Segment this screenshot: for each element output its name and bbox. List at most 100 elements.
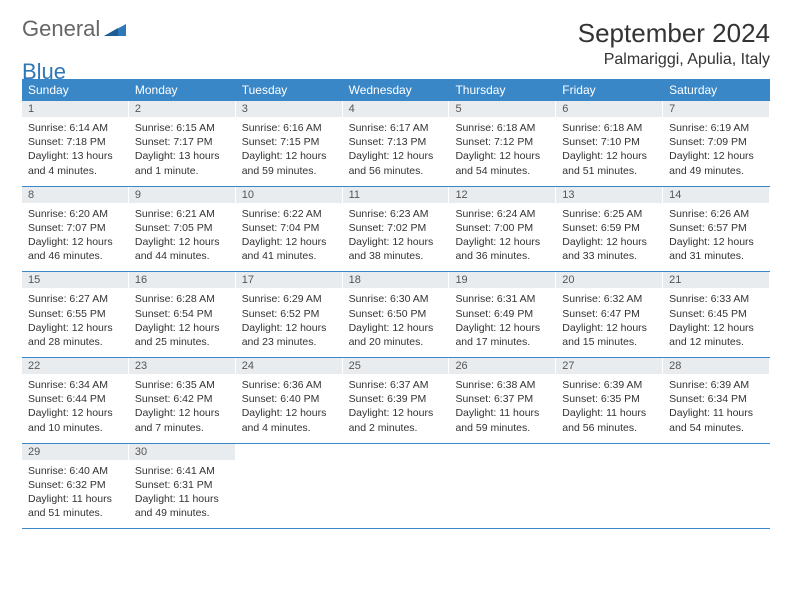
dow-thursday: Thursday — [449, 79, 556, 101]
day-number: 6 — [556, 101, 662, 117]
day-cell: 2Sunrise: 6:15 AMSunset: 7:17 PMDaylight… — [129, 101, 236, 186]
day-number: 15 — [22, 272, 128, 288]
day-body: Sunrise: 6:24 AMSunset: 7:00 PMDaylight:… — [455, 207, 549, 264]
day-body: Sunrise: 6:41 AMSunset: 6:31 PMDaylight:… — [135, 464, 229, 521]
day-cell: 3 Sunrise: 6:16 AMSunset: 7:15 PMDaylight… — [236, 101, 343, 186]
day-body: Sunrise: 6:29 AMSunset: 6:52 PMDaylight:… — [242, 292, 336, 349]
day-body: Sunrise: 6:15 AMSunset: 7:17 PMDaylight:… — [135, 121, 229, 178]
week-row: 1 Sunrise: 6:14 AMSunset: 7:18 PMDaylight… — [22, 101, 770, 187]
day-number: 20 — [556, 272, 662, 288]
day-cell: 12Sunrise: 6:24 AMSunset: 7:00 PMDayligh… — [449, 187, 556, 272]
daylight-line: Daylight: 12 hours and 49 minutes. — [669, 149, 763, 177]
day-body: Sunrise: 6:17 AMSunset: 7:13 PMDaylight:… — [349, 121, 443, 178]
day-body: Sunrise: 6:25 AMSunset: 6:59 PMDaylight:… — [562, 207, 656, 264]
day-number: 5 — [449, 101, 555, 117]
day-body: Sunrise: 6:19 AMSunset: 7:09 PMDaylight:… — [669, 121, 763, 178]
day-cell — [556, 444, 663, 529]
day-number: 19 — [449, 272, 555, 288]
sunrise-line: Sunrise: 6:21 AM — [135, 207, 229, 221]
day-number: 1 — [22, 101, 128, 117]
day-number: 23 — [129, 358, 235, 374]
sunset-line: Sunset: 7:18 PM — [28, 135, 122, 149]
day-body: Sunrise: 6:28 AMSunset: 6:54 PMDaylight:… — [135, 292, 229, 349]
day-cell: 4Sunrise: 6:17 AMSunset: 7:13 PMDaylight… — [343, 101, 450, 186]
day-cell: 15 Sunrise: 6:27 AMSunset: 6:55 PMDayligh… — [22, 272, 129, 357]
daylight-line: Daylight: 11 hours and 49 minutes. — [135, 492, 229, 520]
daylight-line: Daylight: 11 hours and 56 minutes. — [562, 406, 656, 434]
sunset-line: Sunset: 6:42 PM — [135, 392, 229, 406]
daylight-line: Daylight: 12 hours and 54 minutes. — [455, 149, 549, 177]
sunrise-line: Sunrise: 6:30 AM — [349, 292, 443, 306]
sunset-line: Sunset: 7:04 PM — [242, 221, 336, 235]
sunrise-line: Sunrise: 6:35 AM — [135, 378, 229, 392]
day-cell — [343, 444, 450, 529]
day-number: 3 — [236, 101, 342, 117]
sunset-line: Sunset: 6:31 PM — [135, 478, 229, 492]
sunset-line: Sunset: 7:02 PM — [349, 221, 443, 235]
location-text: Palmariggi, Apulia, Italy — [578, 51, 770, 69]
day-body: Sunrise: 6:16 AMSunset: 7:15 PMDaylight:… — [242, 121, 336, 178]
header-bar: General September 2024 Palmariggi, Apuli… — [22, 18, 770, 69]
sunset-line: Sunset: 7:07 PM — [28, 221, 122, 235]
day-number: 13 — [556, 187, 662, 203]
day-body: Sunrise: 6:39 AMSunset: 6:34 PMDaylight:… — [669, 378, 763, 435]
sunrise-line: Sunrise: 6:17 AM — [349, 121, 443, 135]
daylight-line: Daylight: 12 hours and 33 minutes. — [562, 235, 656, 263]
day-body: Sunrise: 6:26 AMSunset: 6:57 PMDaylight:… — [669, 207, 763, 264]
day-number: 18 — [343, 272, 449, 288]
day-cell: 30Sunrise: 6:41 AMSunset: 6:31 PMDayligh… — [129, 444, 236, 529]
day-body: Sunrise: 6:32 AMSunset: 6:47 PMDaylight:… — [562, 292, 656, 349]
daylight-line: Daylight: 12 hours and 31 minutes. — [669, 235, 763, 263]
day-number: 11 — [343, 187, 449, 203]
sunrise-line: Sunrise: 6:25 AM — [562, 207, 656, 221]
day-body: Sunrise: 6:18 AMSunset: 7:12 PMDaylight:… — [455, 121, 549, 178]
day-number: 9 — [129, 187, 235, 203]
day-number: 21 — [663, 272, 769, 288]
sunset-line: Sunset: 7:13 PM — [349, 135, 443, 149]
sunrise-line: Sunrise: 6:26 AM — [669, 207, 763, 221]
day-cell: 29Sunrise: 6:40 AMSunset: 6:32 PMDayligh… — [22, 444, 129, 529]
day-cell — [236, 444, 343, 529]
daylight-line: Daylight: 12 hours and 41 minutes. — [242, 235, 336, 263]
day-body: Sunrise: 6:33 AMSunset: 6:45 PMDaylight:… — [669, 292, 763, 349]
sunset-line: Sunset: 6:45 PM — [669, 307, 763, 321]
daylight-line: Daylight: 12 hours and 7 minutes. — [135, 406, 229, 434]
day-cell: 24Sunrise: 6:36 AMSunset: 6:40 PMDayligh… — [236, 358, 343, 443]
day-number: 25 — [343, 358, 449, 374]
brand-word1: General — [22, 18, 100, 40]
day-body: Sunrise: 6:31 AMSunset: 6:49 PMDaylight:… — [455, 292, 549, 349]
sunset-line: Sunset: 6:54 PM — [135, 307, 229, 321]
daylight-line: Daylight: 12 hours and 12 minutes. — [669, 321, 763, 349]
sunrise-line: Sunrise: 6:34 AM — [28, 378, 122, 392]
sunset-line: Sunset: 6:57 PM — [669, 221, 763, 235]
day-body: Sunrise: 6:14 AMSunset: 7:18 PMDaylight:… — [28, 121, 122, 178]
sunset-line: Sunset: 6:55 PM — [28, 307, 122, 321]
sunset-line: Sunset: 6:50 PM — [349, 307, 443, 321]
day-number: 16 — [129, 272, 235, 288]
daylight-line: Daylight: 12 hours and 56 minutes. — [349, 149, 443, 177]
sunset-line: Sunset: 6:52 PM — [242, 307, 336, 321]
sunset-line: Sunset: 6:39 PM — [349, 392, 443, 406]
sunrise-line: Sunrise: 6:38 AM — [455, 378, 549, 392]
day-cell: 20 Sunrise: 6:32 AMSunset: 6:47 PMDayligh… — [556, 272, 663, 357]
daylight-line: Daylight: 13 hours and 1 minute. — [135, 149, 229, 177]
day-body: Sunrise: 6:21 AMSunset: 7:05 PMDaylight:… — [135, 207, 229, 264]
dow-header: Sunday Monday Tuesday Wednesday Thursday… — [22, 79, 770, 101]
daylight-line: Daylight: 12 hours and 23 minutes. — [242, 321, 336, 349]
daylight-line: Daylight: 12 hours and 46 minutes. — [28, 235, 122, 263]
sunset-line: Sunset: 6:32 PM — [28, 478, 122, 492]
daylight-line: Daylight: 12 hours and 15 minutes. — [562, 321, 656, 349]
day-number: 8 — [22, 187, 128, 203]
sunset-line: Sunset: 6:40 PM — [242, 392, 336, 406]
brand-logo: General — [22, 18, 126, 40]
sunset-line: Sunset: 7:12 PM — [455, 135, 549, 149]
sunrise-line: Sunrise: 6:20 AM — [28, 207, 122, 221]
day-body: Sunrise: 6:27 AMSunset: 6:55 PMDaylight:… — [28, 292, 122, 349]
day-body: Sunrise: 6:38 AMSunset: 6:37 PMDaylight:… — [455, 378, 549, 435]
sunrise-line: Sunrise: 6:41 AM — [135, 464, 229, 478]
day-cell: 5 Sunrise: 6:18 AMSunset: 7:12 PMDaylight… — [449, 101, 556, 186]
day-cell: 28Sunrise: 6:39 AMSunset: 6:34 PMDayligh… — [663, 358, 770, 443]
day-number: 14 — [663, 187, 769, 203]
day-cell — [449, 444, 556, 529]
week-row: 15 Sunrise: 6:27 AMSunset: 6:55 PMDayligh… — [22, 272, 770, 358]
